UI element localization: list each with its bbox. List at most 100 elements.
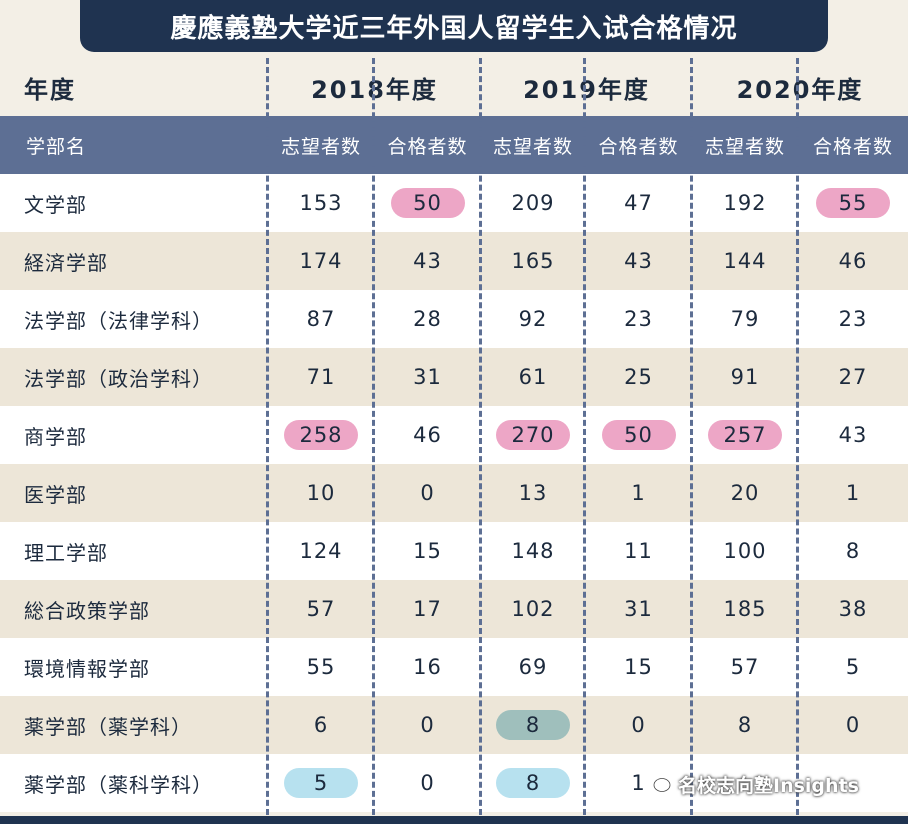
value-cell: 57 — [692, 638, 798, 696]
column-header: 志望者数 — [492, 135, 573, 158]
value-cell: 144 — [692, 232, 798, 290]
value-cell: 23 — [585, 290, 692, 348]
department-name: 法学部（政治学科） — [24, 366, 213, 391]
department-name: 薬学部（薬学科） — [24, 714, 192, 739]
value-cell: 15 — [374, 522, 481, 580]
value: 57 — [306, 597, 336, 621]
table-row: 経済学部 174 43 165 43 144 46 — [0, 232, 908, 290]
value: 47 — [624, 191, 653, 215]
column-divider — [372, 58, 375, 824]
table-row: 総合政策学部 57 17 102 31 185 38 — [0, 580, 908, 638]
value-cell: 38 — [798, 580, 908, 638]
value-cell: 71 — [268, 348, 374, 406]
value-cell: 16 — [374, 638, 481, 696]
value: 0 — [420, 481, 435, 505]
table-row: 医学部 10 0 13 1 20 1 — [0, 464, 908, 522]
value: 6 — [313, 713, 329, 737]
table-row: 法学部（法律学科） 87 28 92 23 79 23 — [0, 290, 908, 348]
column-header: 合格者数 — [387, 135, 468, 158]
value-cell: 17 — [374, 580, 481, 638]
highlighted-value: 270 — [496, 420, 570, 450]
table-row: 文学部 153 50 209 47 192 55 — [0, 174, 908, 232]
column-header: 志望者数 — [280, 135, 361, 158]
value-cell: 23 — [798, 290, 908, 348]
value-cell: 185 — [692, 580, 798, 638]
value-cell: 5 — [798, 638, 908, 696]
value-cell: 43 — [374, 232, 481, 290]
value: 1 — [845, 481, 861, 505]
value: 100 — [723, 539, 767, 563]
bottom-bar — [0, 816, 908, 824]
value: 1 — [631, 481, 646, 505]
value: 79 — [730, 307, 760, 331]
value-cell: 28 — [374, 290, 481, 348]
value: 46 — [838, 249, 868, 273]
value-cell: 47 — [585, 174, 692, 232]
department-name: 医学部 — [24, 482, 87, 507]
value-cell: 8 — [481, 754, 585, 812]
value-cell: 92 — [481, 290, 585, 348]
table-row: 商学部 258 46 270 50 257 43 — [0, 406, 908, 464]
value: 192 — [723, 191, 767, 215]
watermark: 名校志向塾Insights — [642, 766, 859, 802]
value-cell: 0 — [374, 696, 481, 754]
table-row: 環境情報学部 55 16 69 15 57 5 — [0, 638, 908, 696]
watermark-text: 名校志向塾Insights — [678, 774, 859, 797]
value-cell: 8 — [692, 696, 798, 754]
value: 8 — [737, 713, 753, 737]
value-cell: 5 — [268, 754, 374, 812]
column-divider — [796, 58, 799, 824]
value: 16 — [413, 655, 442, 679]
value: 15 — [624, 655, 653, 679]
value-cell: 153 — [268, 174, 374, 232]
wechat-icon — [642, 769, 672, 800]
value: 20 — [730, 481, 760, 505]
value-cell: 15 — [585, 638, 692, 696]
value: 144 — [723, 249, 767, 273]
value: 17 — [413, 597, 442, 621]
value-cell: 0 — [585, 696, 692, 754]
value-cell: 1 — [585, 464, 692, 522]
year-2020: 2020年度 — [736, 75, 864, 104]
value-cell: 25 — [585, 348, 692, 406]
value-cell: 20 — [692, 464, 798, 522]
table-row: 理工学部 124 15 148 11 100 8 — [0, 522, 908, 580]
value-cell: 174 — [268, 232, 374, 290]
column-header: 志望者数 — [704, 135, 785, 158]
column-header: 合格者数 — [812, 135, 893, 158]
table-title: 慶應義塾大学近三年外国人留学生入试合格情况 — [80, 0, 828, 52]
value: 165 — [511, 249, 555, 273]
table-row: 薬学部（薬科学科） 5 0 8 1 — [0, 754, 908, 812]
value-cell: 91 — [692, 348, 798, 406]
highlighted-value: 50 — [601, 420, 676, 450]
value-cell: 31 — [585, 580, 692, 638]
value-cell: 46 — [798, 232, 908, 290]
value-cell: 270 — [481, 406, 585, 464]
value: 55 — [306, 655, 336, 679]
highlighted-value: 258 — [284, 420, 358, 450]
department-name: 文学部 — [24, 192, 87, 217]
department-name: 理工学部 — [24, 540, 108, 565]
year-row: 年度 2018年度 2019年度 2020年度 — [0, 58, 908, 116]
column-divider — [479, 58, 482, 824]
value: 15 — [413, 539, 442, 563]
column-divider — [690, 58, 693, 824]
value-cell: 50 — [374, 174, 481, 232]
value: 69 — [518, 655, 548, 679]
value: 124 — [299, 539, 343, 563]
value-cell: 0 — [374, 464, 481, 522]
value: 8 — [845, 539, 861, 563]
value-cell: 61 — [481, 348, 585, 406]
highlighted-value: 8 — [496, 768, 570, 798]
value: 5 — [845, 655, 861, 679]
table-row: 法学部（政治学科） 71 31 61 25 91 27 — [0, 348, 908, 406]
value-cell: 257 — [692, 406, 798, 464]
value-cell: 11 — [585, 522, 692, 580]
value-cell: 1 — [798, 464, 908, 522]
value: 31 — [413, 365, 442, 389]
value: 28 — [413, 307, 442, 331]
value: 185 — [723, 597, 767, 621]
department-name: 薬学部（薬科学科） — [24, 772, 213, 797]
department-name: 商学部 — [24, 424, 87, 449]
highlighted-value: 257 — [708, 420, 782, 450]
